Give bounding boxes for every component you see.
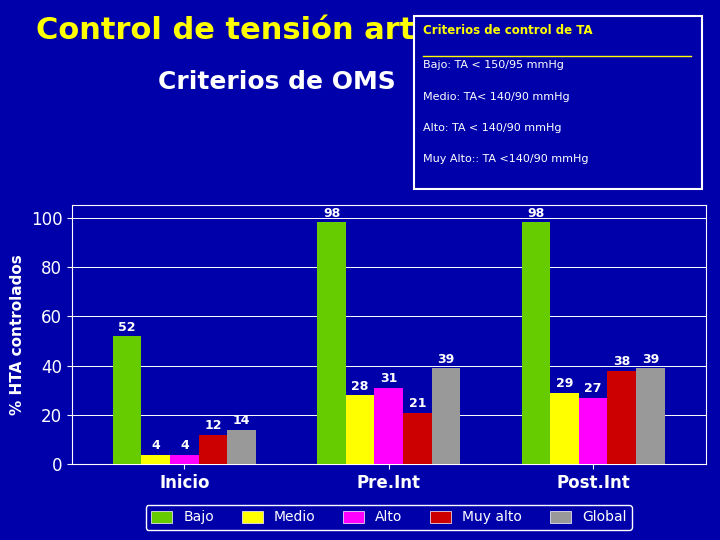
Text: 28: 28 [351, 380, 369, 393]
Legend: Bajo, Medio, Alto, Muy alto, Global: Bajo, Medio, Alto, Muy alto, Global [145, 505, 632, 530]
Bar [432, 368, 460, 464]
Text: 98: 98 [323, 207, 340, 220]
Text: 4: 4 [180, 439, 189, 452]
Y-axis label: % HTA controlados: % HTA controlados [10, 254, 25, 415]
Text: 29: 29 [556, 377, 573, 390]
Bar [608, 370, 636, 464]
Text: Criterios de OMS: Criterios de OMS [158, 70, 396, 94]
Text: 14: 14 [233, 414, 251, 427]
Text: Control de tensión arterial (Control): Control de tensión arterial (Control) [36, 16, 656, 45]
Bar [403, 413, 432, 464]
Text: 27: 27 [585, 382, 602, 395]
Bar [374, 388, 403, 464]
Text: 38: 38 [613, 355, 631, 368]
Bar [170, 455, 199, 464]
Text: 4: 4 [151, 439, 160, 452]
Bar [579, 398, 608, 464]
Text: Alto: TA < 140/90 mmHg: Alto: TA < 140/90 mmHg [423, 123, 561, 133]
Bar [522, 222, 550, 464]
Bar [550, 393, 579, 464]
Text: 52: 52 [118, 321, 136, 334]
Text: 39: 39 [642, 353, 659, 366]
Text: Medio: TA< 140/90 mmHg: Medio: TA< 140/90 mmHg [423, 92, 570, 102]
Text: Muy Alto:: TA <140/90 mmHg: Muy Alto:: TA <140/90 mmHg [423, 154, 588, 165]
Bar [346, 395, 374, 464]
Text: 21: 21 [409, 397, 426, 410]
Text: 39: 39 [438, 353, 454, 366]
Bar [318, 222, 346, 464]
Text: Bajo: TA < 150/95 mmHg: Bajo: TA < 150/95 mmHg [423, 60, 564, 71]
Bar [228, 430, 256, 464]
Bar [636, 368, 665, 464]
Text: Criterios de control de TA: Criterios de control de TA [423, 24, 593, 37]
Text: 98: 98 [527, 207, 544, 220]
Bar [113, 336, 142, 464]
Bar [142, 455, 170, 464]
Text: 31: 31 [380, 373, 397, 386]
Text: 12: 12 [204, 419, 222, 433]
Bar [199, 435, 228, 464]
